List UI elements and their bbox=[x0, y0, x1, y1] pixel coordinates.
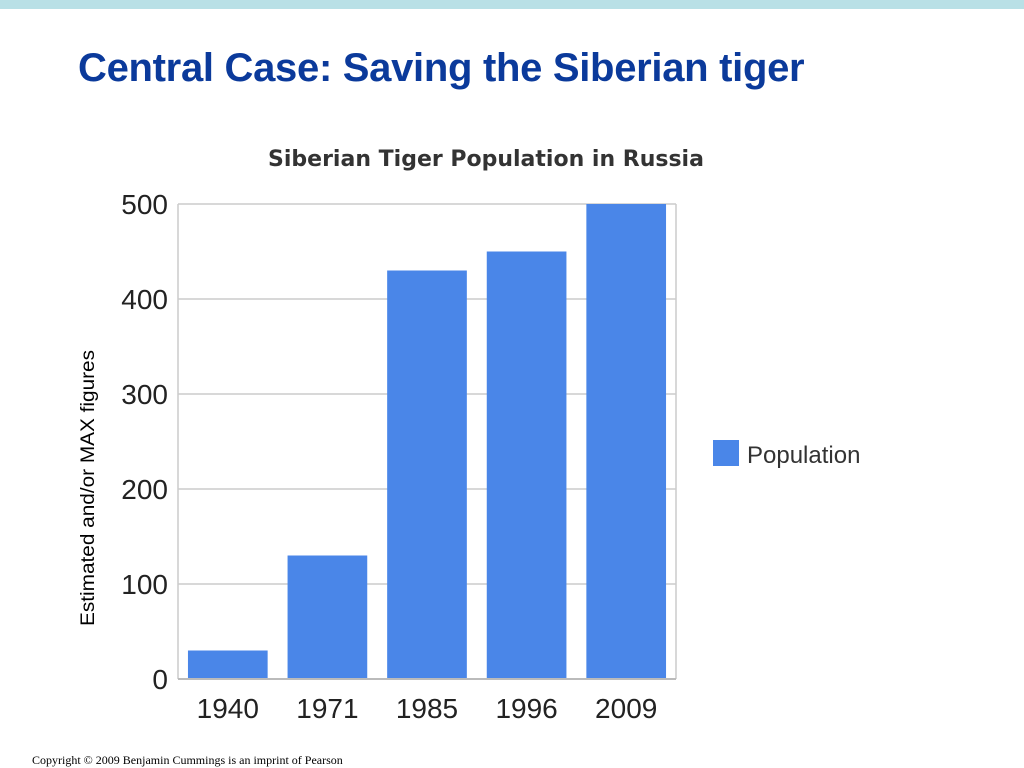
y-tick-label: 400 bbox=[121, 284, 168, 315]
y-tick-label: 0 bbox=[152, 664, 168, 695]
legend-swatch bbox=[713, 440, 739, 466]
bar-1985 bbox=[387, 270, 467, 679]
y-axis-label: Estimated and/or MAX figures bbox=[78, 350, 99, 626]
y-tick-label: 200 bbox=[121, 474, 168, 505]
x-tick-label: 1985 bbox=[396, 693, 458, 724]
bar-1971 bbox=[287, 555, 368, 679]
y-tick-label: 500 bbox=[121, 189, 168, 220]
x-tick-label: 1940 bbox=[197, 693, 259, 724]
x-tick-label: 2009 bbox=[595, 693, 657, 724]
y-tick-label: 300 bbox=[121, 379, 168, 410]
slide-title: Central Case: Saving the Siberian tiger bbox=[78, 46, 805, 90]
legend-label: Population bbox=[747, 442, 860, 469]
bar-1940 bbox=[187, 650, 268, 679]
x-tick-label: 1971 bbox=[296, 693, 358, 724]
legend: Population bbox=[713, 440, 860, 469]
copyright-text: Copyright © 2009 Benjamin Cummings is an… bbox=[32, 753, 343, 767]
bar-2009 bbox=[586, 204, 667, 679]
y-tick-label: 100 bbox=[121, 569, 168, 600]
top-accent-bar bbox=[0, 0, 1024, 9]
x-tick-label: 1996 bbox=[495, 693, 557, 724]
bar-1996 bbox=[486, 251, 567, 679]
axes: 0 100 200 300 400 500 1940 1971 1985 1996 2009 bbox=[121, 189, 676, 724]
chart-title: Siberian Tiger Population in Russia bbox=[268, 147, 704, 172]
bars bbox=[187, 204, 667, 679]
